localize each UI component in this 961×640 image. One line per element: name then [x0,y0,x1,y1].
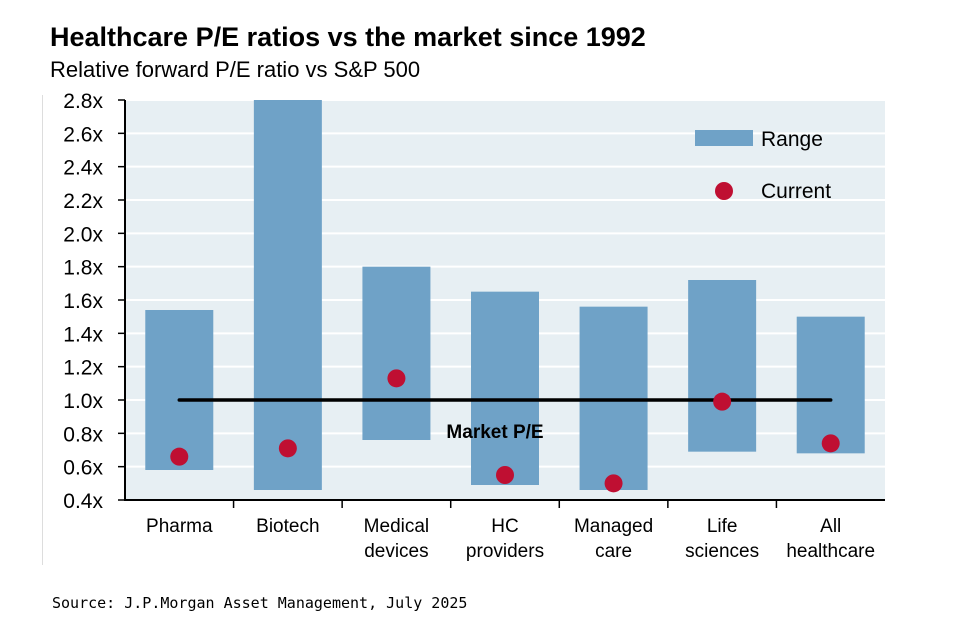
current-dot [713,392,732,411]
current-dot [278,439,297,458]
legend-range-swatch [695,130,753,146]
x-tick-label: healthcare [786,541,875,562]
range-bar [796,316,865,454]
x-tick-label: providers [466,541,544,562]
y-tick-label: 2.0x [63,223,103,246]
y-tick-label: 0.4x [63,490,103,513]
x-tick-label: HC [491,516,518,537]
range-bar [253,100,322,490]
y-tick-label: 2.8x [63,90,103,113]
source-note: Source: J.P.Morgan Asset Management, Jul… [52,594,468,612]
current-dot [387,369,406,388]
current-dot [170,447,189,466]
legend-range-label: Range [761,128,823,151]
frame-line [42,95,43,565]
x-tick-label: care [595,541,632,562]
y-tick-label: 1.6x [63,290,103,313]
legend-current-swatch [715,182,733,200]
x-tick-label: devices [364,541,428,562]
x-tick-label: Biotech [256,516,319,537]
range-bar [145,310,214,470]
y-tick-label: 2.4x [63,157,103,180]
y-tick-label: 2.2x [63,190,103,213]
y-tick-label: 1.4x [63,323,103,346]
range-bar [362,266,431,440]
y-tick-label: 0.6x [63,457,103,480]
range-bar [688,280,757,452]
y-tick-label: 1.8x [63,257,103,280]
y-tick-label: 1.2x [63,357,103,380]
y-tick-label: 1.0x [63,390,103,413]
current-dot [821,434,840,453]
current-dot [604,474,623,493]
chart-title: Healthcare P/E ratios vs the market sinc… [50,22,646,52]
current-dot [496,466,514,484]
x-tick-label: Managed [574,516,653,537]
range-bar [471,291,539,485]
chart-subtitle: Relative forward P/E ratio vs S&P 500 [50,57,421,82]
legend-current-label: Current [761,180,831,203]
x-tick-label: Medical [364,516,429,537]
x-tick-label: All [820,516,841,537]
y-tick-label: 2.6x [63,123,103,146]
x-tick-label: Life [707,516,738,537]
x-tick-label: Pharma [146,516,213,537]
market-pe-label: Market P/E [446,422,543,443]
x-tick-label: sciences [685,541,759,562]
y-tick-label: 0.8x [63,423,103,446]
